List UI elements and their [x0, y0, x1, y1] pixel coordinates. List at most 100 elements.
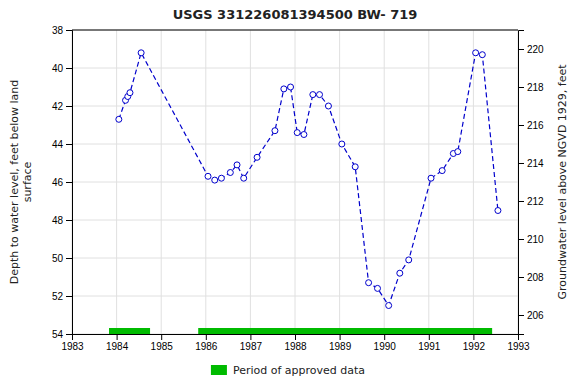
tick-mark [161, 334, 162, 340]
plot: 1983198419851986198719881989199019911992… [8, 25, 569, 352]
y-axis-label: Depth to water level, feet below landsur… [8, 80, 34, 285]
tick: 54 [52, 329, 72, 340]
grid-line-y [72, 30, 518, 31]
frame-top [72, 30, 518, 31]
tick-mark [295, 334, 296, 340]
tick-mark [206, 334, 207, 340]
tick-mark [518, 125, 524, 126]
legend: Period of approved data [211, 364, 365, 377]
tick: 1987 [240, 334, 263, 352]
tick-label: 1983 [61, 341, 84, 352]
marker [205, 173, 211, 179]
marker [254, 154, 260, 160]
tick-mark [384, 334, 385, 340]
tick-label: 206 [527, 310, 544, 321]
grid [72, 30, 518, 334]
tick-mark [518, 49, 524, 50]
approved-period [109, 328, 150, 334]
tick: 210 [518, 234, 544, 245]
tick: 1984 [106, 334, 129, 352]
marker [281, 86, 287, 92]
tick-label: 1992 [463, 341, 486, 352]
chart: 1983198419851986198719881989199019911992… [0, 0, 576, 384]
tick-mark [66, 220, 72, 221]
grid-line-y [72, 258, 518, 259]
grid-line-y [72, 182, 518, 183]
marker [479, 52, 485, 58]
tick: 1988 [284, 334, 307, 352]
series-line [119, 53, 498, 306]
tick-mark [66, 258, 72, 259]
tick-label: 212 [527, 196, 544, 207]
legend-item: Period of approved data [211, 364, 365, 377]
tick-label: 218 [527, 82, 544, 93]
marker [366, 280, 372, 286]
tick-mark [518, 87, 524, 88]
legend-swatch [211, 365, 227, 375]
marker [116, 116, 122, 122]
title: USGS 331226081394500 BW- 719 [173, 7, 418, 22]
tick-label: 54 [52, 329, 64, 340]
tick-mark [66, 106, 72, 107]
marker [294, 130, 300, 136]
y2-axis-label: Groundwater level above NGVD 1929, feet [556, 64, 569, 300]
y-axis-label-line: surface [21, 161, 34, 202]
tick: 216 [518, 120, 544, 131]
tick: 38 [52, 25, 72, 36]
tick-mark [66, 182, 72, 183]
tick-label: 52 [52, 291, 64, 302]
tick-mark [518, 163, 524, 164]
tick-label: 40 [52, 63, 64, 74]
tick: 40 [52, 63, 72, 74]
tick-label: 1985 [151, 341, 174, 352]
marker [127, 90, 133, 96]
marker [439, 168, 445, 174]
approved-period [198, 328, 492, 334]
tick-label: 50 [52, 253, 64, 264]
tick-mark [340, 334, 341, 340]
tick-mark [518, 277, 524, 278]
tick: 52 [52, 291, 72, 302]
marker [428, 175, 434, 181]
tick-label: 38 [52, 25, 64, 36]
tick-mark [518, 239, 524, 240]
data [109, 50, 501, 334]
legend-label: Period of approved data [233, 364, 365, 377]
marker [455, 149, 461, 155]
x-axis: 1983198419851986198719881989199019911992… [61, 334, 530, 352]
tick-label: 208 [527, 272, 544, 283]
tick-label: 1988 [284, 341, 307, 352]
tick: 44 [52, 139, 72, 150]
marker [339, 141, 345, 147]
tick-label: 214 [527, 158, 544, 169]
marker [301, 132, 307, 138]
marker [473, 50, 479, 56]
tick: 42 [52, 101, 72, 112]
tick-mark [518, 201, 524, 202]
tick-label: 44 [52, 139, 64, 150]
marker [138, 50, 144, 56]
tick: 1991 [418, 334, 441, 352]
tick: 220 [518, 44, 544, 55]
tick: 1989 [329, 334, 352, 352]
tick-label: 1989 [329, 341, 352, 352]
grid-line-y [72, 296, 518, 297]
marker [272, 128, 278, 134]
tick: 1983 [61, 334, 84, 352]
marker [325, 103, 331, 109]
marker [352, 164, 358, 170]
tick-label: 48 [52, 215, 64, 226]
tick-mark [66, 144, 72, 145]
tick: 1992 [463, 334, 486, 352]
tick-label: 1986 [195, 341, 218, 352]
tick-label: 1993 [507, 341, 530, 352]
tick: 214 [518, 158, 544, 169]
tick-label: 210 [527, 234, 544, 245]
marker [288, 84, 294, 90]
marker [227, 170, 233, 176]
marker [406, 257, 412, 263]
tick-label: 1984 [106, 341, 129, 352]
tick-mark [66, 30, 72, 31]
marker [218, 175, 224, 181]
tick-label: 1991 [418, 341, 441, 352]
